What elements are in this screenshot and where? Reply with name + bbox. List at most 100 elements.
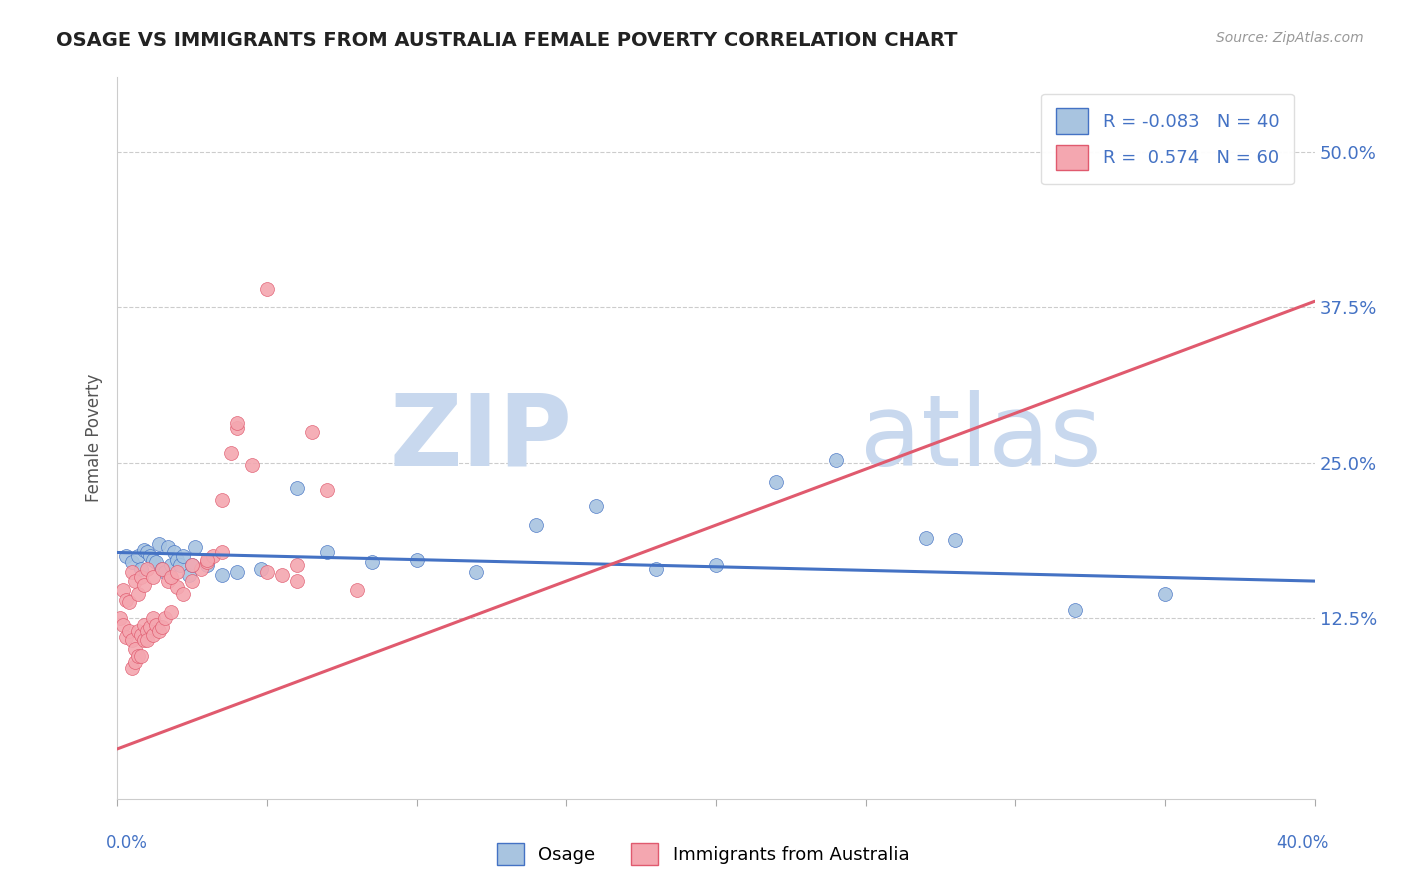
Point: [127, 549, 149, 564]
Text: ZIP: ZIP: [389, 390, 572, 486]
Point: [115, 549, 138, 564]
Point: [160, 605, 183, 619]
Point: [824, 453, 846, 467]
Point: [142, 611, 165, 625]
Point: [129, 570, 152, 584]
Point: [121, 566, 143, 580]
Point: [108, 611, 131, 625]
Point: [160, 570, 183, 584]
Point: [134, 578, 156, 592]
Text: 40.0%: 40.0%: [1277, 834, 1329, 852]
Point: [142, 553, 165, 567]
Point: [285, 574, 308, 588]
Point: [226, 421, 249, 435]
Point: [166, 553, 188, 567]
Point: [157, 541, 180, 555]
Point: [285, 481, 308, 495]
Point: [115, 592, 138, 607]
Point: [127, 586, 149, 600]
Point: [211, 545, 233, 559]
Point: [145, 556, 167, 570]
Point: [184, 541, 207, 555]
Text: OSAGE VS IMMIGRANTS FROM AUSTRALIA FEMALE POVERTY CORRELATION CHART: OSAGE VS IMMIGRANTS FROM AUSTRALIA FEMAL…: [56, 31, 957, 50]
Point: [226, 416, 249, 430]
Point: [346, 582, 368, 597]
Point: [166, 566, 188, 580]
Y-axis label: Female Poverty: Female Poverty: [86, 374, 103, 502]
Point: [177, 567, 200, 582]
Point: [136, 545, 159, 559]
Point: [139, 549, 162, 564]
Point: [524, 518, 547, 533]
Point: [240, 458, 263, 473]
Point: [315, 545, 337, 559]
Point: [585, 500, 607, 514]
Text: Source: ZipAtlas.com: Source: ZipAtlas.com: [1216, 31, 1364, 45]
Legend: Osage, Immigrants from Australia: Osage, Immigrants from Australia: [488, 834, 918, 874]
Point: [112, 617, 135, 632]
Point: [256, 282, 278, 296]
Point: [134, 543, 156, 558]
Point: [166, 580, 188, 594]
Point: [150, 561, 173, 575]
Point: [704, 558, 727, 572]
Point: [465, 566, 488, 580]
Point: [127, 624, 149, 638]
Point: [181, 574, 204, 588]
Point: [163, 545, 186, 559]
Point: [148, 537, 170, 551]
Point: [124, 642, 146, 657]
Point: [129, 648, 152, 663]
Point: [136, 561, 159, 575]
Point: [127, 648, 149, 663]
Point: [201, 549, 224, 564]
Point: [139, 620, 162, 634]
Point: [142, 627, 165, 641]
Point: [169, 558, 191, 572]
Point: [945, 533, 967, 547]
Point: [405, 553, 427, 567]
Point: [285, 558, 308, 572]
Point: [1154, 586, 1177, 600]
Point: [360, 556, 382, 570]
Text: 0.0%: 0.0%: [105, 834, 148, 852]
Point: [211, 493, 233, 508]
Point: [181, 558, 204, 572]
Point: [195, 556, 218, 570]
Point: [124, 655, 146, 669]
Point: [301, 425, 323, 439]
Point: [226, 566, 249, 580]
Point: [157, 574, 180, 588]
Point: [134, 632, 156, 647]
Point: [195, 558, 218, 572]
Point: [118, 624, 141, 638]
Point: [112, 582, 135, 597]
Point: [118, 595, 141, 609]
Point: [121, 556, 143, 570]
Point: [121, 661, 143, 675]
Point: [115, 630, 138, 644]
Point: [148, 624, 170, 638]
Legend: R = -0.083   N = 40, R =  0.574   N = 60: R = -0.083 N = 40, R = 0.574 N = 60: [1042, 94, 1294, 185]
Point: [219, 446, 242, 460]
Point: [256, 566, 278, 580]
Point: [211, 567, 233, 582]
Point: [645, 561, 668, 575]
Point: [160, 558, 183, 572]
Point: [153, 566, 176, 580]
Point: [1064, 602, 1087, 616]
Point: [315, 483, 337, 498]
Point: [172, 549, 194, 564]
Point: [124, 574, 146, 588]
Point: [136, 624, 159, 638]
Point: [190, 561, 212, 575]
Point: [129, 627, 152, 641]
Point: [142, 570, 165, 584]
Point: [136, 632, 159, 647]
Point: [153, 611, 176, 625]
Text: atlas: atlas: [859, 390, 1101, 486]
Point: [134, 617, 156, 632]
Point: [150, 620, 173, 634]
Point: [195, 553, 218, 567]
Point: [150, 561, 173, 575]
